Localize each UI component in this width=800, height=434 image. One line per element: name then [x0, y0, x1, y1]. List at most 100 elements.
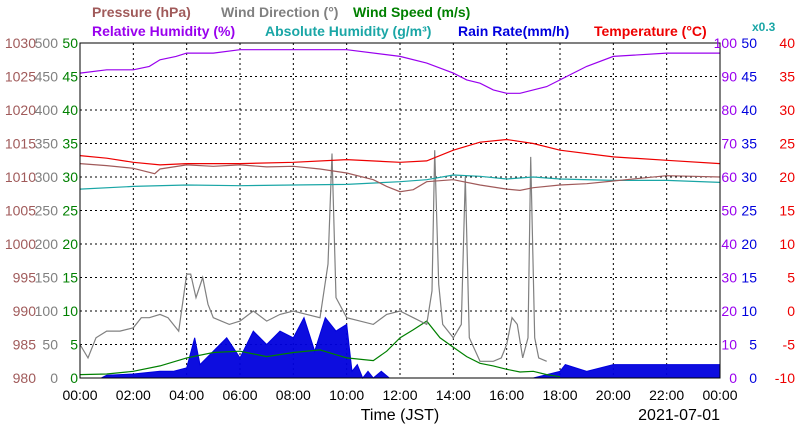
- y-tick-label-wind_dir: 100: [35, 303, 59, 319]
- legend-temperature: Temperature (°C): [594, 23, 707, 39]
- x-tick-label: 04:00: [169, 387, 204, 403]
- legend: Pressure (hPa) Wind Direction (°) Wind S…: [92, 4, 776, 39]
- legend-wind-direction: Wind Direction (°): [221, 4, 338, 20]
- y-tick-label-pressure: 1030: [5, 35, 36, 51]
- y-tick-label-wind_speed: 20: [62, 236, 78, 252]
- series-temp: [79, 138, 721, 166]
- y-tick-label-rain: 15: [741, 270, 757, 286]
- y-tick-label-temp: -5: [783, 337, 796, 353]
- y-tick-label-wind_dir: 150: [35, 270, 59, 286]
- series-layer: [79, 49, 721, 379]
- y-tick-label-pressure: 995: [13, 270, 37, 286]
- y-tick-label-rh: 30: [721, 270, 737, 286]
- y-tick-label-rh: 40: [721, 236, 737, 252]
- y-tick-label-wind_speed: 45: [62, 69, 78, 85]
- legend-wind-speed: Wind Speed (m/s): [353, 4, 470, 20]
- y-tick-label-temp: 35: [779, 69, 795, 85]
- y-tick-label-pressure: 985: [13, 337, 37, 353]
- x-tick-label: 06:00: [222, 387, 257, 403]
- y-tick-label-wind_dir: 400: [35, 102, 59, 118]
- x-tick-label: 08:00: [276, 387, 311, 403]
- y-tick-label-wind_speed: 25: [62, 203, 78, 219]
- y-tick-label-rain: 20: [741, 236, 757, 252]
- y-tick-label-temp: 25: [779, 136, 795, 152]
- y-tick-label-wind_speed: 50: [62, 35, 78, 51]
- y-tick-label-rh: 70: [721, 136, 737, 152]
- series-abs-hum: [79, 174, 721, 190]
- y-tick-label-rh: 100: [714, 35, 738, 51]
- y-tick-label-wind_speed: 35: [62, 136, 78, 152]
- y-tick-label-wind_dir: 50: [42, 337, 58, 353]
- y-tick-label-wind_speed: 5: [70, 337, 78, 353]
- y-tick-label-rain: 0: [749, 370, 757, 386]
- y-tick-label-wind_dir: 200: [35, 236, 59, 252]
- y-tick-label-rh: 20: [721, 303, 737, 319]
- series-rain: [80, 316, 721, 379]
- x-axis-label: Time (JST): [361, 407, 440, 424]
- y-tick-label-temp: 20: [779, 169, 795, 185]
- series-wind-speed: [79, 320, 561, 378]
- y-tick-label-wind_dir: 0: [50, 370, 58, 386]
- y-tick-label-temp: 0: [787, 303, 795, 319]
- x-tick-label: 02:00: [116, 387, 151, 403]
- y-tick-label-wind_dir: 350: [35, 136, 59, 152]
- y-tick-label-temp: 5: [787, 270, 795, 286]
- y-tick-label-wind_speed: 10: [62, 303, 78, 319]
- x-tick-label: 14:00: [436, 387, 471, 403]
- y-tick-label-pressure: 1025: [5, 69, 36, 85]
- plot-frame: [79, 42, 721, 379]
- y-tick-label-wind_dir: 250: [35, 203, 59, 219]
- series-rh: [79, 49, 720, 94]
- legend-pressure: Pressure (hPa): [92, 4, 191, 20]
- grid: [80, 43, 720, 378]
- y-tick-label-rh: 90: [721, 69, 737, 85]
- y-tick-label-pressure: 980: [13, 370, 37, 386]
- y-tick-label-temp: 40: [779, 35, 795, 51]
- y-tick-label-rh: 10: [721, 337, 737, 353]
- y-tick-label-rain: 50: [741, 35, 757, 51]
- y-tick-label-temp: 30: [779, 102, 795, 118]
- x-tick-label: 00:00: [702, 387, 737, 403]
- legend-absolute-humidity: Absolute Humidity (g/m³): [265, 23, 431, 39]
- x-tick-label: 18:00: [542, 387, 577, 403]
- x-tick-label: 16:00: [489, 387, 524, 403]
- legend-rain-rate: Rain Rate(mm/h): [458, 23, 569, 39]
- y-tick-label-temp: 10: [779, 236, 795, 252]
- y-tick-label-rain: 10: [741, 303, 757, 319]
- y-tick-label-rh: 50: [721, 203, 737, 219]
- series-wind-dir: [79, 150, 547, 362]
- y-tick-label-wind_speed: 40: [62, 102, 78, 118]
- y-tick-label-rain: 45: [741, 69, 757, 85]
- x-tick-label: 12:00: [382, 387, 417, 403]
- legend-relative-humidity: Relative Humidity (%): [92, 23, 235, 39]
- y-tick-label-pressure: 1020: [5, 102, 36, 118]
- y-tick-label-wind_dir: 450: [35, 69, 59, 85]
- y-tick-label-rain: 35: [741, 136, 757, 152]
- x-tick-label: 22:00: [649, 387, 684, 403]
- y-tick-label-temp: -10: [775, 370, 795, 386]
- y-tick-label-wind_dir: 300: [35, 169, 59, 185]
- x-tick-label: 20:00: [596, 387, 631, 403]
- y-tick-label-pressure: 1010: [5, 169, 36, 185]
- x-tick-label: 10:00: [329, 387, 364, 403]
- y-tick-label-rh: 0: [729, 370, 737, 386]
- x-tick-label: 00:00: [62, 387, 97, 403]
- y-tick-label-pressure: 990: [13, 303, 37, 319]
- y-tick-label-pressure: 1015: [5, 136, 36, 152]
- chart-date: 2021-07-01: [638, 407, 720, 424]
- y-tick-label-wind_dir: 500: [35, 35, 59, 51]
- y-tick-label-temp: 15: [779, 203, 795, 219]
- y-tick-label-wind_speed: 30: [62, 169, 78, 185]
- y-tick-label-rain: 25: [741, 203, 757, 219]
- series-pressure: [79, 163, 721, 193]
- y-tick-label-wind_speed: 15: [62, 270, 78, 286]
- y-tick-labels: 1030102510201015101010051000995990985980…: [5, 35, 795, 386]
- y-tick-label-wind_speed: 0: [70, 370, 78, 386]
- scale-note: x0.3: [752, 20, 776, 34]
- y-tick-label-rain: 30: [741, 169, 757, 185]
- y-tick-label-pressure: 1005: [5, 203, 36, 219]
- y-tick-label-rain: 40: [741, 102, 757, 118]
- y-tick-label-pressure: 1000: [5, 236, 36, 252]
